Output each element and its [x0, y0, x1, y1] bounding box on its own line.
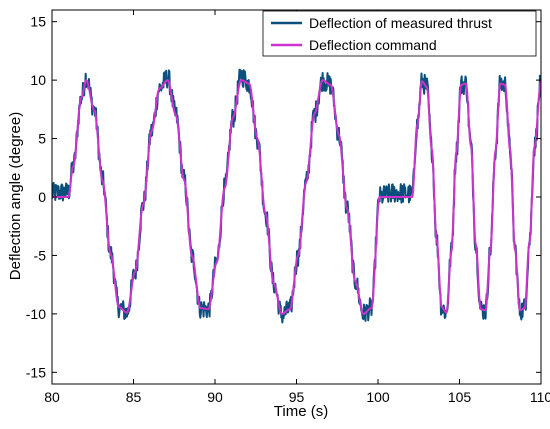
y-tick-label: -10 — [26, 306, 46, 322]
y-axis-title: Deflection angle (degree) — [7, 112, 24, 280]
y-tick-label: -5 — [34, 247, 47, 263]
legend: Deflection of measured thrust Deflection… — [262, 10, 537, 57]
x-tick-label: 110 — [530, 389, 550, 405]
x-tick-label: 100 — [366, 389, 390, 405]
x-tick-label: 105 — [448, 389, 472, 405]
x-tick-label: 85 — [126, 389, 142, 405]
y-tick-label: 5 — [38, 131, 46, 147]
plot-area — [52, 68, 541, 324]
series-line-1 — [52, 79, 541, 315]
y-tick-label: 15 — [30, 14, 46, 30]
y-tick-label: 10 — [30, 72, 46, 88]
x-tick-label: 95 — [289, 389, 305, 405]
x-tick-label: 80 — [44, 389, 60, 405]
x-tick-label: 90 — [207, 389, 223, 405]
x-axis-title: Time (s) — [274, 403, 328, 420]
axes: 80 85 90 95 100 105 110 -15 -10 -5 0 5 10 15 — [26, 9, 550, 405]
legend-box — [262, 10, 537, 57]
y-tick-label: -15 — [26, 364, 46, 380]
y-tick-label: 0 — [38, 189, 46, 205]
legend-label-command: Deflection command — [309, 37, 437, 53]
legend-label-measured: Deflection of measured thrust — [309, 15, 492, 31]
plot-frame — [51, 9, 542, 385]
